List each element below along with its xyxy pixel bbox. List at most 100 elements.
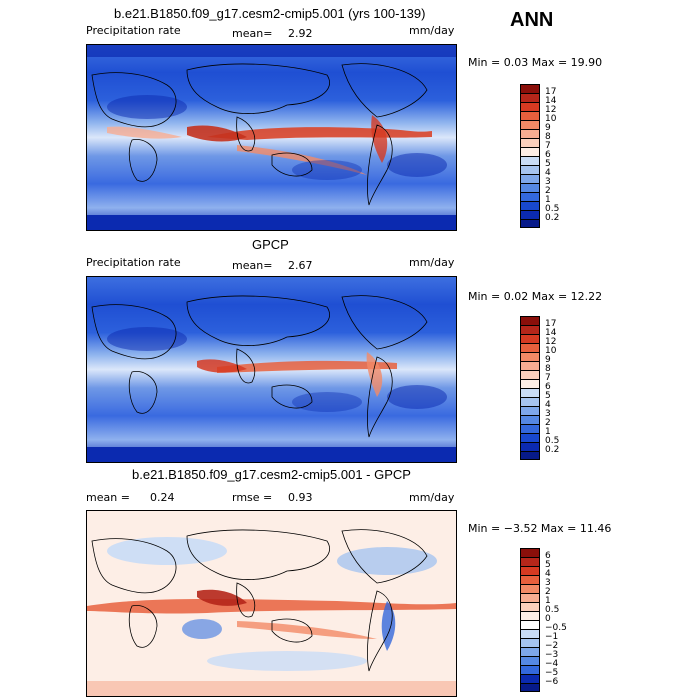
colorbar-box	[520, 210, 540, 219]
colorbar-box	[520, 442, 540, 451]
panel1-mean-label: mean=	[232, 27, 273, 40]
panel2-units: mm/day	[409, 256, 455, 269]
colorbar-box	[520, 388, 540, 397]
colorbar-label: 8	[545, 132, 551, 142]
colorbar-label: −6	[545, 677, 559, 687]
colorbar-box	[520, 93, 540, 102]
colorbar-box	[520, 102, 540, 111]
colorbar-box	[520, 370, 540, 379]
panel2-mean-value: 2.67	[288, 259, 313, 272]
colorbar-label: 14	[545, 96, 557, 106]
colorbar-label: 10	[545, 346, 557, 356]
colorbar-label: 8	[545, 364, 551, 374]
colorbar-label: 1	[545, 596, 551, 606]
colorbar-label: 9	[545, 123, 551, 133]
colorbar-box	[520, 638, 540, 647]
colorbar-box	[520, 674, 540, 683]
colorbar-box	[520, 120, 540, 129]
colorbar-label: 6	[545, 551, 551, 561]
colorbar-label: 3	[545, 177, 551, 187]
panel3-map	[86, 510, 457, 697]
colorbar-box	[520, 325, 540, 334]
colorbar-label: −2	[545, 641, 559, 651]
colorbar-box	[520, 156, 540, 165]
colorbar-box	[520, 379, 540, 388]
colorbar-box	[520, 174, 540, 183]
colorbar-box	[520, 192, 540, 201]
colorbar-box	[520, 557, 540, 566]
colorbar-label: 7	[545, 373, 551, 383]
colorbar-box	[520, 620, 540, 629]
panel3-rmse-value: 0.93	[288, 491, 313, 504]
colorbar-box	[520, 147, 540, 156]
colorbar-label: 5	[545, 391, 551, 401]
colorbar-box	[520, 548, 540, 557]
colorbar-box	[520, 629, 540, 638]
colorbar-label: 14	[545, 328, 557, 338]
colorbar-label: 7	[545, 141, 551, 151]
panel1-map	[86, 44, 457, 231]
colorbar-label: 2	[545, 186, 551, 196]
colorbar-box	[520, 575, 540, 584]
colorbar-label: 4	[545, 400, 551, 410]
colorbar-label: 2	[545, 418, 551, 428]
colorbar-label: 1	[545, 195, 551, 205]
colorbar-box	[520, 424, 540, 433]
colorbar-box	[520, 165, 540, 174]
colorbar-box	[520, 138, 540, 147]
colorbar-label: 6	[545, 382, 551, 392]
panel3-title: b.e21.B1850.f09_g17.cesm2-cmip5.001 - GP…	[132, 467, 411, 482]
panel1-colorbar: 17 14 12 10 9 8 7 6 5 4 3 2 1 0.5 0.2	[520, 84, 559, 228]
colorbar-label: 0.2	[545, 213, 560, 223]
panel1-mean-value: 2.92	[288, 27, 313, 40]
colorbar-label: 4	[545, 168, 551, 178]
colorbar-label: 17	[545, 87, 557, 97]
colorbar-box	[520, 361, 540, 370]
colorbar-box	[520, 415, 540, 424]
colorbar-box	[520, 219, 540, 228]
panel2-minmax: Min = 0.02 Max = 12.22	[468, 290, 603, 303]
colorbar-label: −4	[545, 659, 559, 669]
colorbar-label: 3	[545, 409, 551, 419]
panel2-map	[86, 276, 457, 463]
panel1-units: mm/day	[409, 24, 455, 37]
colorbar-label: −1	[545, 632, 559, 642]
colorbar-label: 17	[545, 319, 557, 329]
panel3-colorbar: 6 5 4 3 2 1 0.5 0 −0.5 −1 −2 −3 −4 −5 −6	[520, 548, 567, 692]
colorbar-box	[520, 683, 540, 692]
panel3-mean-value: 0.24	[150, 491, 175, 504]
colorbar-label: 5	[545, 159, 551, 169]
panel1-variable-label: Precipitation rate	[86, 24, 181, 37]
panel2-colorbar: 17 14 12 10 9 8 7 6 5 4 3 2 1 0.5 0.2	[520, 316, 559, 460]
colorbar-box	[520, 584, 540, 593]
panel2-variable-label: Precipitation rate	[86, 256, 181, 269]
colorbar-box	[520, 352, 540, 361]
colorbar-label: 0	[545, 614, 551, 624]
colorbar-box	[520, 451, 540, 460]
colorbar-box	[520, 111, 540, 120]
panel1-minmax: Min = 0.03 Max = 19.90	[468, 56, 603, 69]
colorbar-box	[520, 316, 540, 325]
colorbar-box	[520, 665, 540, 674]
panel3-mean-label: mean =	[86, 491, 130, 504]
panel2-title: GPCP	[252, 237, 289, 252]
colorbar-label: 10	[545, 114, 557, 124]
colorbar-box	[520, 406, 540, 415]
colorbar-label: 5	[545, 560, 551, 570]
colorbar-label: 0.5	[545, 605, 560, 615]
colorbar-label: 12	[545, 337, 557, 347]
colorbar-label: −0.5	[545, 623, 567, 633]
colorbar-box	[520, 84, 540, 93]
panel3-minmax: Min = −3.52 Max = 11.46	[468, 522, 612, 535]
colorbar-label: 0.5	[545, 436, 560, 446]
colorbar-box	[520, 602, 540, 611]
colorbar-label: 9	[545, 355, 551, 365]
colorbar-label: −5	[545, 668, 559, 678]
colorbar-box	[520, 593, 540, 602]
colorbar-box	[520, 433, 540, 442]
colorbar-label: 4	[545, 569, 551, 579]
panel1-title: b.e21.B1850.f09_g17.cesm2-cmip5.001 (yrs…	[114, 6, 426, 21]
colorbar-box	[520, 183, 540, 192]
colorbar-box	[520, 334, 540, 343]
colorbar-label: 6	[545, 150, 551, 160]
